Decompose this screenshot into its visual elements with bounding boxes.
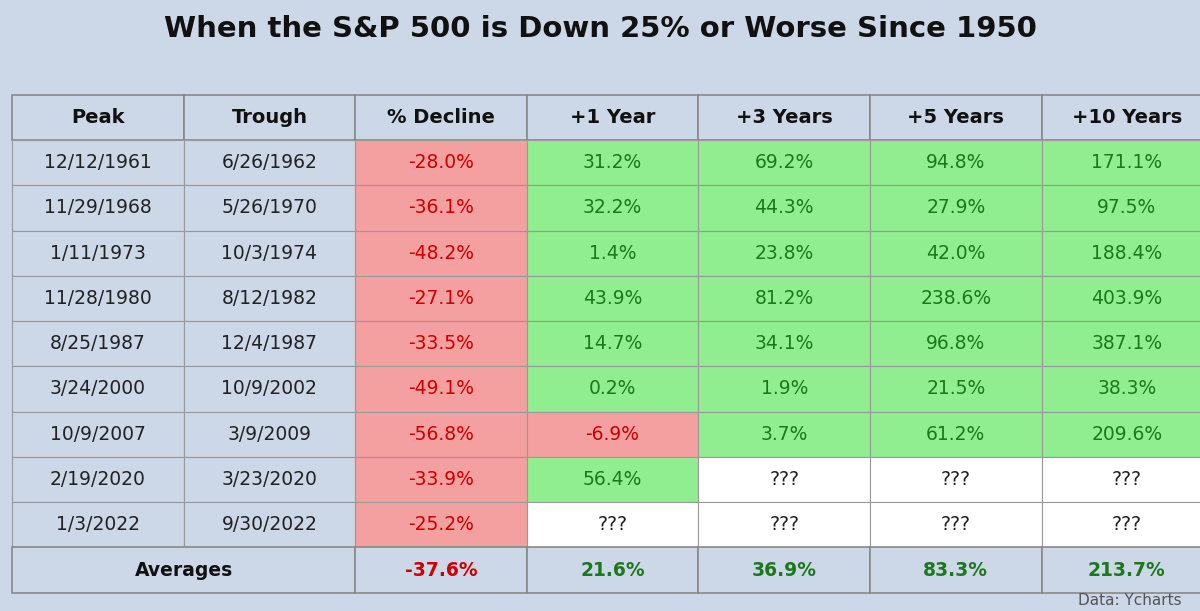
Text: 61.2%: 61.2%: [926, 425, 985, 444]
Text: 96.8%: 96.8%: [926, 334, 985, 353]
Text: +5 Years: +5 Years: [907, 108, 1004, 127]
Text: 12/12/1961: 12/12/1961: [44, 153, 151, 172]
Text: 32.2%: 32.2%: [583, 199, 642, 218]
Text: Data: Ycharts: Data: Ycharts: [1079, 593, 1182, 608]
Text: 56.4%: 56.4%: [583, 470, 642, 489]
Text: 11/29/1968: 11/29/1968: [44, 199, 151, 218]
Text: -36.1%: -36.1%: [408, 199, 474, 218]
Text: ???: ???: [941, 470, 971, 489]
Text: 43.9%: 43.9%: [583, 289, 642, 308]
Text: -49.1%: -49.1%: [408, 379, 474, 398]
Text: 188.4%: 188.4%: [1091, 244, 1163, 263]
Text: 0.2%: 0.2%: [589, 379, 636, 398]
Text: +3 Years: +3 Years: [736, 108, 833, 127]
Text: 6/26/1962: 6/26/1962: [222, 153, 317, 172]
Text: 3.7%: 3.7%: [761, 425, 808, 444]
Text: 1.4%: 1.4%: [589, 244, 636, 263]
Text: -48.2%: -48.2%: [408, 244, 474, 263]
Text: 97.5%: 97.5%: [1097, 199, 1157, 218]
Text: 8/12/1982: 8/12/1982: [222, 289, 317, 308]
Text: 31.2%: 31.2%: [583, 153, 642, 172]
Text: 21.5%: 21.5%: [926, 379, 985, 398]
Text: Peak: Peak: [71, 108, 125, 127]
Text: 69.2%: 69.2%: [755, 153, 814, 172]
Text: 387.1%: 387.1%: [1091, 334, 1163, 353]
Text: 10/3/1974: 10/3/1974: [221, 244, 317, 263]
Text: -28.0%: -28.0%: [408, 153, 474, 172]
Text: 10/9/2007: 10/9/2007: [50, 425, 145, 444]
Text: -6.9%: -6.9%: [586, 425, 640, 444]
Text: 14.7%: 14.7%: [583, 334, 642, 353]
Text: 9/30/2022: 9/30/2022: [222, 515, 317, 534]
Text: +1 Year: +1 Year: [570, 108, 655, 127]
Text: -56.8%: -56.8%: [408, 425, 474, 444]
Text: When the S&P 500 is Down 25% or Worse Since 1950: When the S&P 500 is Down 25% or Worse Si…: [163, 15, 1037, 43]
Text: 38.3%: 38.3%: [1097, 379, 1157, 398]
Text: -33.9%: -33.9%: [408, 470, 474, 489]
Text: 171.1%: 171.1%: [1091, 153, 1163, 172]
Text: % Decline: % Decline: [388, 108, 494, 127]
Text: 2/19/2020: 2/19/2020: [50, 470, 145, 489]
Text: Trough: Trough: [232, 108, 307, 127]
Text: 3/9/2009: 3/9/2009: [228, 425, 312, 444]
Text: 238.6%: 238.6%: [920, 289, 991, 308]
Text: ???: ???: [769, 470, 799, 489]
Text: ???: ???: [1111, 515, 1142, 534]
Text: -33.5%: -33.5%: [408, 334, 474, 353]
Text: 44.3%: 44.3%: [755, 199, 814, 218]
Text: +10 Years: +10 Years: [1072, 108, 1182, 127]
Text: 3/24/2000: 3/24/2000: [49, 379, 146, 398]
Text: 3/23/2020: 3/23/2020: [222, 470, 317, 489]
Text: 1.9%: 1.9%: [761, 379, 808, 398]
Text: ???: ???: [598, 515, 628, 534]
Text: -37.6%: -37.6%: [404, 560, 478, 580]
Text: 10/9/2002: 10/9/2002: [222, 379, 317, 398]
Text: 27.9%: 27.9%: [926, 199, 985, 218]
Text: -27.1%: -27.1%: [408, 289, 474, 308]
Text: 213.7%: 213.7%: [1088, 560, 1165, 580]
Text: 209.6%: 209.6%: [1091, 425, 1163, 444]
Text: 8/25/1987: 8/25/1987: [50, 334, 145, 353]
Text: 23.8%: 23.8%: [755, 244, 814, 263]
Text: ???: ???: [769, 515, 799, 534]
Text: 5/26/1970: 5/26/1970: [222, 199, 317, 218]
Text: ???: ???: [941, 515, 971, 534]
Text: 42.0%: 42.0%: [926, 244, 985, 263]
Text: 36.9%: 36.9%: [751, 560, 817, 580]
Text: 12/4/1987: 12/4/1987: [221, 334, 317, 353]
Text: 21.6%: 21.6%: [581, 560, 644, 580]
Text: 83.3%: 83.3%: [923, 560, 989, 580]
Text: 11/28/1980: 11/28/1980: [44, 289, 151, 308]
Text: 1/11/1973: 1/11/1973: [50, 244, 145, 263]
Text: -25.2%: -25.2%: [408, 515, 474, 534]
Text: ???: ???: [1111, 470, 1142, 489]
Text: 34.1%: 34.1%: [755, 334, 814, 353]
Text: 403.9%: 403.9%: [1091, 289, 1163, 308]
Text: 81.2%: 81.2%: [755, 289, 814, 308]
Text: 94.8%: 94.8%: [926, 153, 985, 172]
Text: 1/3/2022: 1/3/2022: [55, 515, 139, 534]
Text: Averages: Averages: [134, 560, 233, 580]
